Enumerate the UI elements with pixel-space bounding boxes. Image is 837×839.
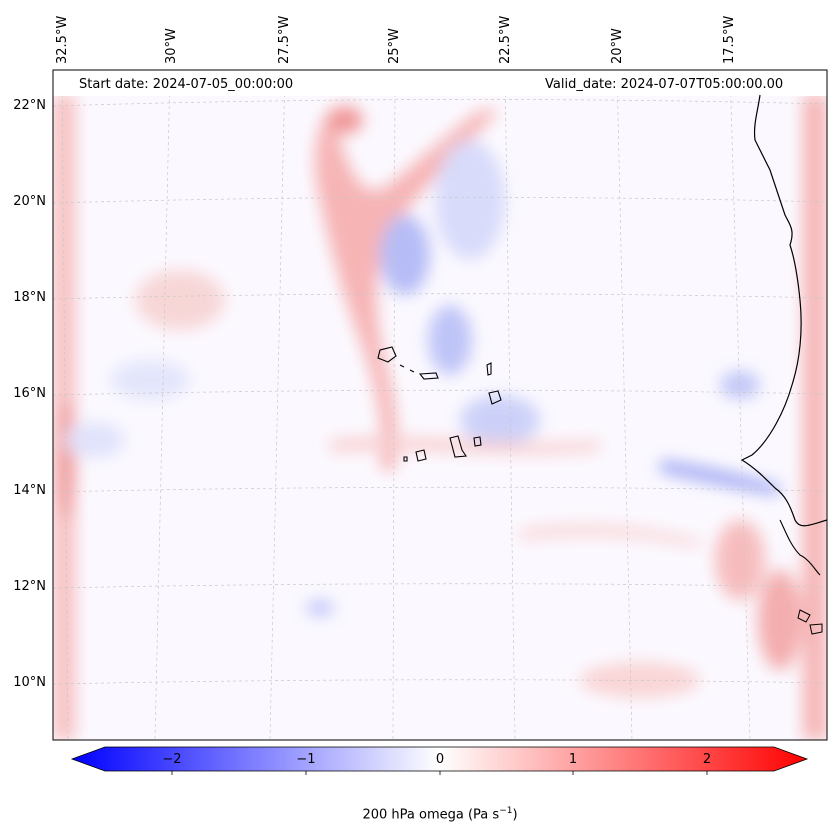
lon-label: 27.5°W [277,15,292,64]
lon-label: 32.5°W [55,15,70,64]
africa-coastline [740,94,827,527]
cape-verde-islands [377,346,502,462]
units: Pa s [473,807,500,823]
lat-label: 14°N [13,483,46,498]
colorbar-tick: 1 [568,752,578,767]
colorbar-tick: 2 [702,752,712,767]
start-date-label: Start date: 2024-07-05_00:00:00 [79,77,294,92]
colorbar-tick: 0 [435,752,445,767]
lon-label: 30°W [164,28,179,64]
lon-label: 17.5°W [722,15,737,64]
lat-label: 22°N [13,98,46,113]
lat-label: 20°N [13,194,46,209]
units-exponent: −1 [499,806,513,816]
lat-label: 10°N [13,675,46,690]
lon-label: 20°W [610,28,625,64]
colorbar [70,746,809,775]
lon-label: 22.5°W [498,15,513,64]
lat-label: 18°N [13,290,46,305]
omega-field [53,70,827,740]
colorbar-tick: −2 [162,752,182,767]
lat-label: 16°N [13,386,46,401]
lon-label: 25°W [387,28,402,64]
valid-date-label: Valid_date: 2024-07-07T05:00:00.00 [545,77,784,92]
graticule [53,70,827,740]
lat-label: 12°N [13,579,46,594]
colorbar-tick: −1 [296,752,316,767]
map-frame [52,69,828,741]
colorbar-label: 200 hPa omega (Pa s−1) [362,806,518,823]
variable-name: 200 hPa omega [362,807,464,823]
